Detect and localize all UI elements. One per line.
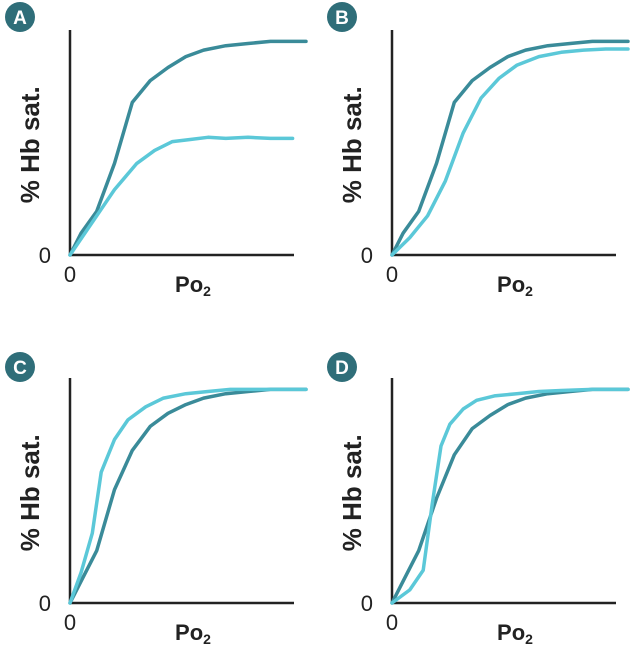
x-zero-label: 0 <box>386 262 398 287</box>
light-curve <box>390 47 630 257</box>
x-axis-label: Po2 <box>497 272 533 299</box>
light-curve <box>390 387 630 605</box>
x-axis-label-subscript: 2 <box>203 631 211 647</box>
x-axis-label-main: Po <box>497 272 525 297</box>
x-axis-label-main: Po <box>175 272 203 297</box>
light-curve <box>68 387 308 605</box>
panel-badge-label: B <box>335 8 349 29</box>
x-zero-label: 0 <box>386 610 398 635</box>
y-axis-label: % Hb sat. <box>15 434 45 551</box>
panel-c: C 00 % Hb sat. Po2 <box>5 352 308 647</box>
y-zero-label: 0 <box>39 243 51 268</box>
panel-badge <box>327 352 357 382</box>
panel-badge <box>327 2 357 32</box>
panel-badge-label: D <box>335 358 349 379</box>
light-curve <box>68 135 295 257</box>
dark-curve <box>68 387 308 605</box>
x-axis-label-main: Po <box>497 620 525 645</box>
y-zero-label: 0 <box>39 591 51 616</box>
x-axis-label: Po2 <box>497 620 533 647</box>
y-zero-label: 0 <box>361 591 373 616</box>
x-zero-label: 0 <box>64 262 76 287</box>
panel-badge <box>5 2 35 32</box>
dark-curve <box>390 39 630 257</box>
panel-a: A 00 % Hb sat. Po2 <box>5 2 308 299</box>
panel-d: D 00 % Hb sat. Po2 <box>327 352 630 647</box>
panel-b: B 00 % Hb sat. Po2 <box>327 2 630 299</box>
panel-badge-label: C <box>13 358 27 379</box>
x-axis-label: Po2 <box>175 620 211 647</box>
x-zero-label: 0 <box>64 610 76 635</box>
y-zero-label: 0 <box>361 243 373 268</box>
y-axis-label: % Hb sat. <box>15 86 45 203</box>
y-axis-label: % Hb sat. <box>337 86 367 203</box>
panel-badge-label: A <box>13 8 27 29</box>
dark-curve <box>390 387 630 605</box>
panel-badge <box>5 352 35 382</box>
x-axis-label-main: Po <box>175 620 203 645</box>
x-axis-label-subscript: 2 <box>203 283 211 299</box>
dark-curve <box>68 39 308 257</box>
x-axis-label-subscript: 2 <box>525 283 533 299</box>
x-axis-label: Po2 <box>175 272 211 299</box>
x-axis-label-subscript: 2 <box>525 631 533 647</box>
y-axis-label: % Hb sat. <box>337 434 367 551</box>
